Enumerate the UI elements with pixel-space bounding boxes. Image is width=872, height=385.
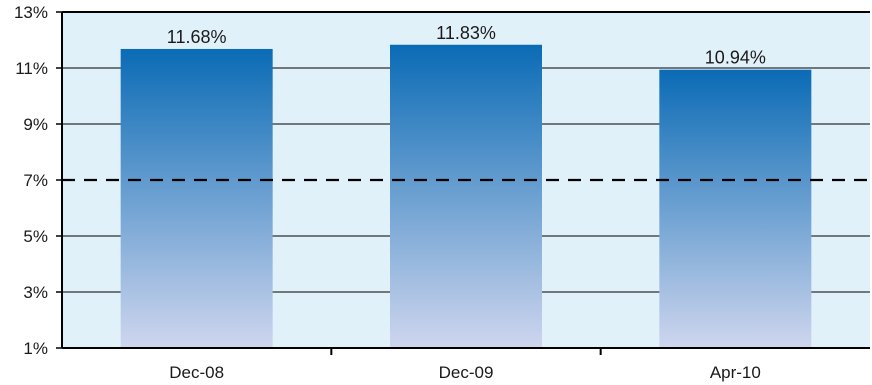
bar	[659, 69, 812, 349]
y-tick-label: 7%	[23, 171, 48, 190]
bar	[390, 44, 542, 348]
data-label: 11.83%	[436, 23, 496, 43]
x-tick-label: Dec-09	[439, 363, 494, 382]
y-tick-label: 3%	[23, 283, 48, 302]
x-tick-label: Apr-10	[710, 363, 761, 382]
y-tick-label: 9%	[23, 115, 48, 134]
bars	[120, 44, 812, 349]
y-tick-label: 13%	[14, 3, 48, 22]
axes	[56, 11, 870, 355]
y-tick-label: 11%	[15, 59, 48, 78]
labels: 1% 3% 5% 7% 9% 11% 13% 11.68% Dec-08 11.83% Dec-09…	[14, 3, 766, 382]
bar	[120, 48, 273, 349]
data-label: 11.68%	[167, 27, 227, 47]
x-tick-label: Dec-08	[169, 363, 224, 382]
y-tick-label: 1%	[23, 339, 48, 358]
y-tick-label: 5%	[23, 227, 48, 246]
data-label: 10.94%	[705, 48, 766, 68]
